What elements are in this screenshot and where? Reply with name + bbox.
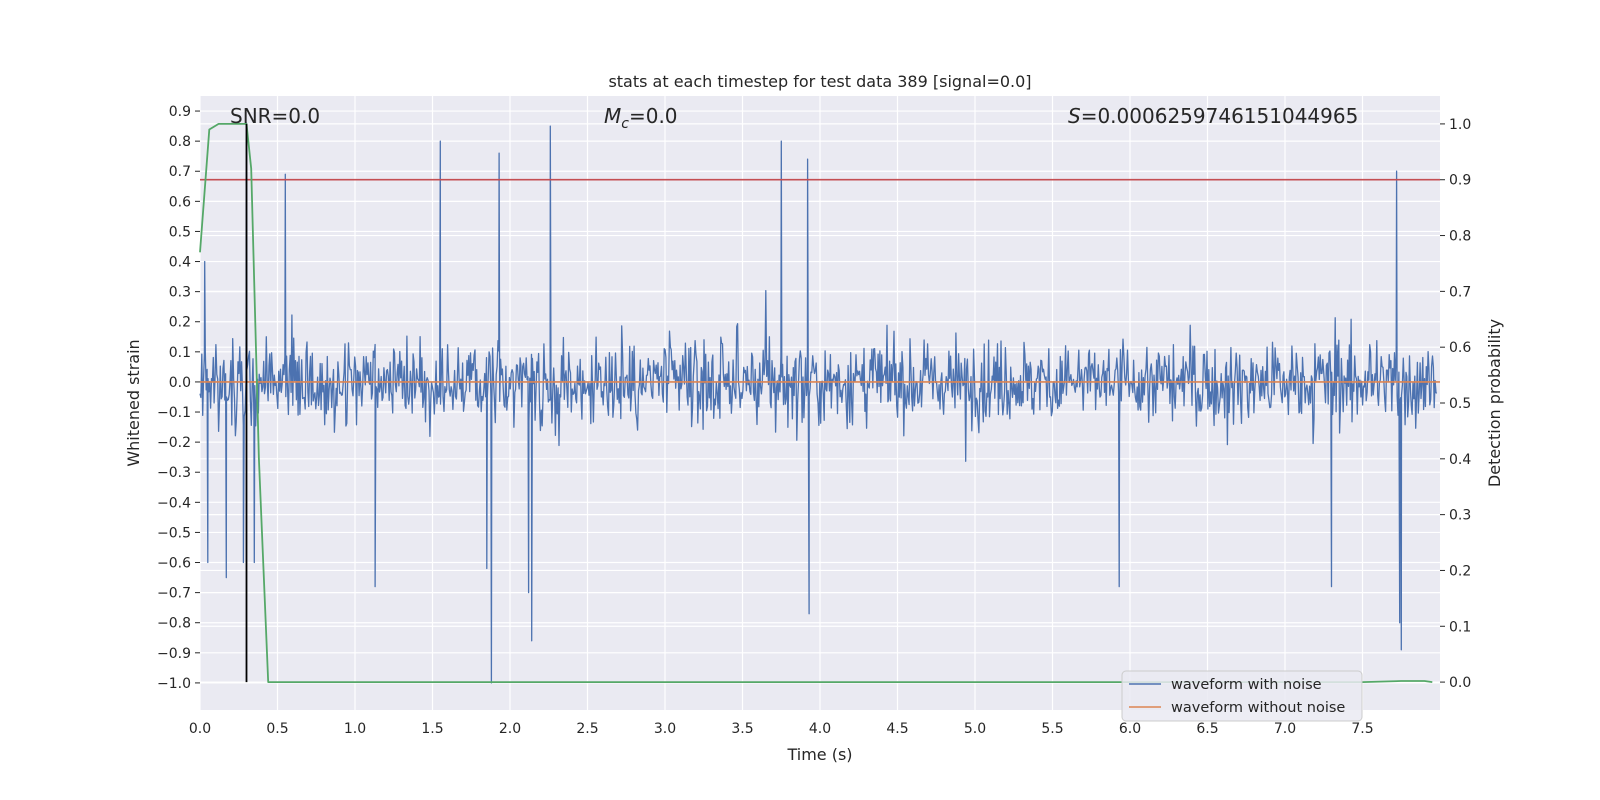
x-tick-label: 2.5 bbox=[576, 721, 598, 737]
y-tick-label-left: 0.9 bbox=[169, 104, 191, 120]
x-tick-label: 3.0 bbox=[654, 721, 676, 737]
significance-symbol: S bbox=[1068, 104, 1081, 128]
y-tick-label-right: 1.0 bbox=[1449, 117, 1471, 133]
y-tick-label-right: 0.0 bbox=[1449, 675, 1471, 691]
x-tick-label: 2.0 bbox=[499, 721, 521, 737]
x-tick-label: 6.0 bbox=[1119, 721, 1141, 737]
legend-box bbox=[1121, 670, 1363, 722]
y-tick-label-left: 0.3 bbox=[169, 285, 191, 301]
x-tick-label: 0.5 bbox=[266, 721, 288, 737]
y-tick-label-right: 0.1 bbox=[1449, 619, 1471, 635]
y-tick-label-left: −0.3 bbox=[157, 465, 191, 481]
y-tick-label-left: −0.2 bbox=[157, 435, 191, 451]
chirp-mass-value: =0.0 bbox=[629, 104, 678, 128]
x-tick-label: 6.5 bbox=[1196, 721, 1218, 737]
y-tick-label-right: 0.9 bbox=[1449, 173, 1471, 189]
y-tick-label-left: −0.1 bbox=[157, 405, 191, 421]
x-tick-label: 1.0 bbox=[344, 721, 366, 737]
y-tick-label-left: 0.8 bbox=[169, 134, 191, 150]
x-tick-label: 4.5 bbox=[886, 721, 908, 737]
chart-title: stats at each timestep for test data 389… bbox=[608, 72, 1031, 91]
y-tick-label-left: −1.0 bbox=[157, 676, 191, 692]
chirp-mass-symbol: M bbox=[604, 104, 621, 128]
x-tick-label: 3.5 bbox=[731, 721, 753, 737]
y-tick-label-left: 0.0 bbox=[169, 375, 191, 391]
x-tick-label: 7.0 bbox=[1274, 721, 1296, 737]
significance-value: =0.0006259746151044965 bbox=[1081, 104, 1359, 128]
chirp-mass-subscript: c bbox=[621, 116, 629, 132]
y-tick-label-left: −0.9 bbox=[157, 646, 191, 662]
tick-labels: 0.0 0.5 1.0 1.5 2.0 2.5 3.0 3.5 4.0 4.5 5.0 5.5 6.0 6… bbox=[157, 104, 1471, 737]
y-tick-label-left: 0.1 bbox=[169, 345, 191, 361]
y-tick-label-right: 0.4 bbox=[1449, 452, 1471, 468]
y-tick-label-right: 0.7 bbox=[1449, 284, 1471, 300]
snr-annotation: SNR=0.0 bbox=[230, 104, 320, 128]
legend-label-noise: waveform with noise bbox=[1171, 677, 1322, 693]
y-tick-label-left: 0.2 bbox=[169, 315, 191, 331]
y-tick-label-left: −0.7 bbox=[157, 586, 191, 602]
x-axis-label: Time (s) bbox=[786, 745, 852, 764]
x-tick-label: 7.5 bbox=[1351, 721, 1373, 737]
y-tick-label-left: 0.5 bbox=[169, 224, 191, 240]
y-tick-label-right: 0.5 bbox=[1449, 396, 1471, 412]
y-tick-label-left: 0.4 bbox=[169, 255, 191, 271]
series-detection-probability bbox=[199, 123, 1433, 683]
x-tick-label: 0.0 bbox=[189, 721, 211, 737]
y-axis-label-right: Detection probability bbox=[1485, 319, 1504, 487]
chirp-mass-annotation: Mc=0.0 bbox=[604, 104, 678, 132]
y-tick-label-left: −0.6 bbox=[157, 556, 191, 572]
x-tick-label: 5.0 bbox=[964, 721, 986, 737]
y-tick-label-right: 0.3 bbox=[1449, 508, 1471, 524]
legend: waveform with noise waveform without noi… bbox=[1121, 670, 1363, 722]
legend-label-clean: waveform without noise bbox=[1171, 700, 1345, 716]
y-tick-label-right: 0.6 bbox=[1449, 340, 1471, 356]
y-axis-label-left: Whitened strain bbox=[124, 339, 143, 466]
y-tick-label-right: 0.8 bbox=[1449, 229, 1471, 245]
series-waveform-with-noise bbox=[199, 122, 1438, 684]
y-tick-label-left: −0.5 bbox=[157, 525, 191, 541]
x-tick-label: 5.5 bbox=[1041, 721, 1063, 737]
y-tick-label-left: −0.8 bbox=[157, 616, 191, 632]
significance-annotation: S=0.0006259746151044965 bbox=[1068, 104, 1358, 128]
series-layer bbox=[199, 122, 1440, 684]
y-tick-label-left: 0.6 bbox=[169, 194, 191, 210]
x-tick-label: 4.0 bbox=[809, 721, 831, 737]
y-tick-label-left: 0.7 bbox=[169, 164, 191, 180]
y-tick-label-left: −0.4 bbox=[157, 495, 191, 511]
x-tick-label: 1.5 bbox=[421, 721, 443, 737]
y-tick-label-right: 0.2 bbox=[1449, 563, 1471, 579]
